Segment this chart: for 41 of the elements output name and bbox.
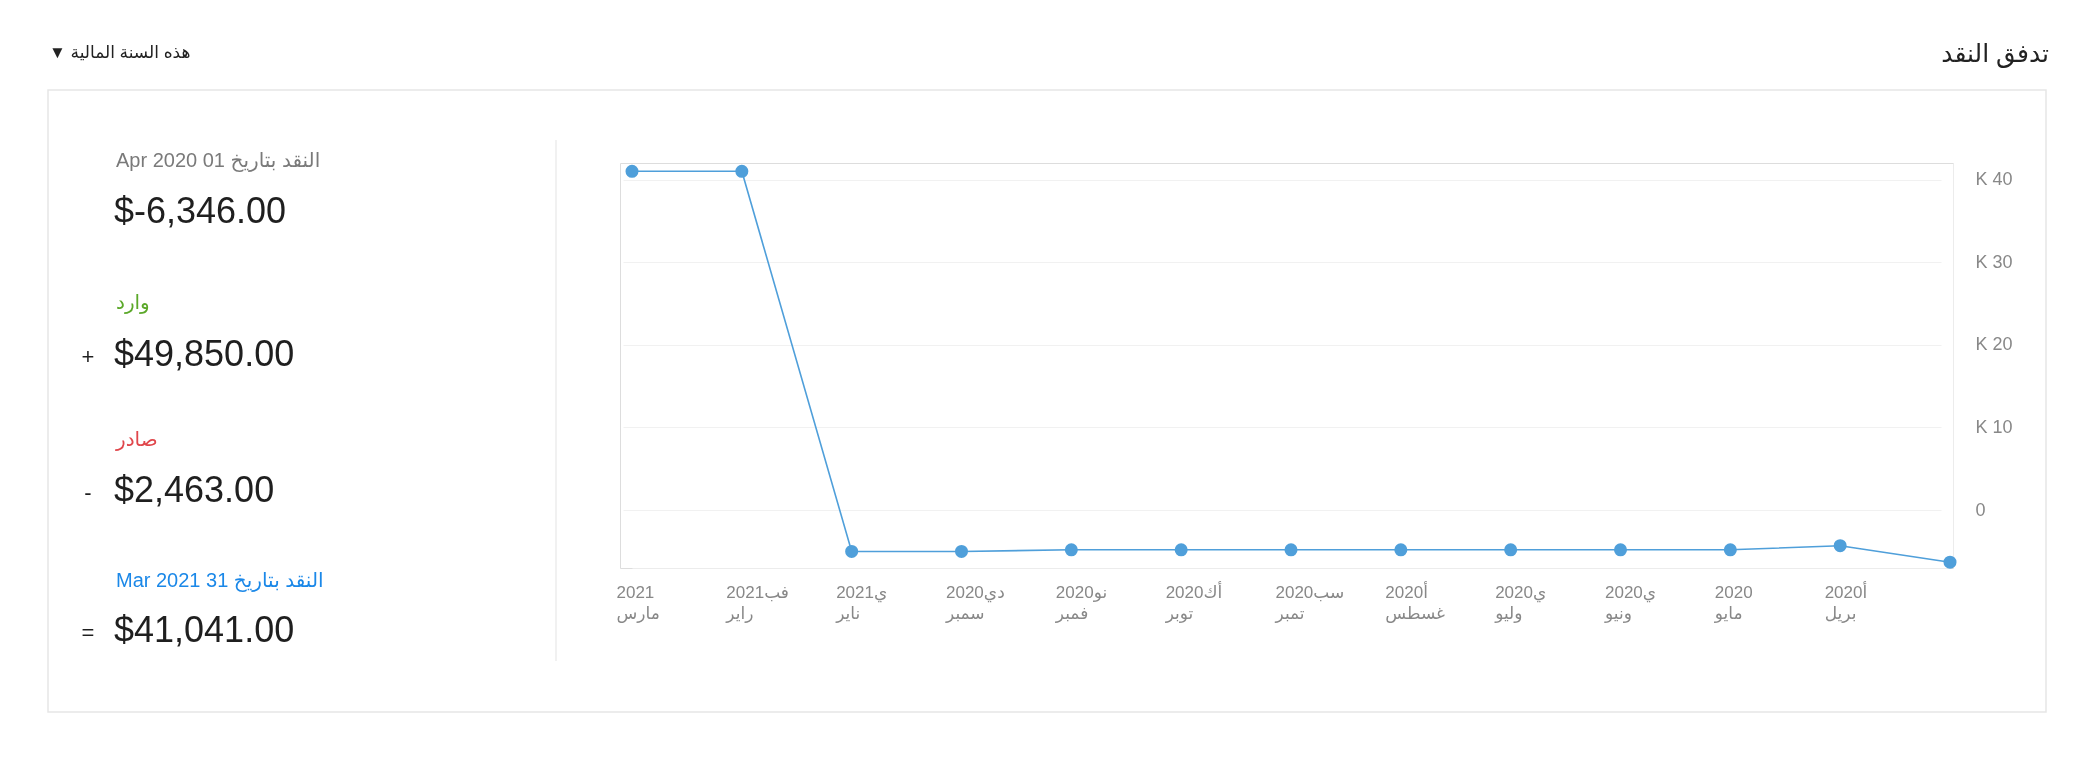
point	[1613, 543, 1628, 557]
x-tick-label: أ2020 بريل	[1824, 580, 1868, 623]
point	[954, 544, 969, 558]
text: $49,850.00	[114, 333, 295, 374]
point	[1723, 543, 1737, 557]
point	[1833, 539, 1847, 553]
point	[1943, 555, 1957, 569]
text: النقد بتاريخ 01 Apr 2020	[116, 149, 321, 172]
x-tick-label: أك2020 توبر	[1164, 580, 1223, 623]
point	[1394, 543, 1408, 557]
x-tick-label: ي2021 ناير	[835, 582, 888, 623]
y-tick-label: 40 K	[1975, 169, 2013, 190]
text: +	[81, 344, 95, 369]
point	[625, 164, 639, 178]
text: =	[81, 620, 95, 645]
x-tick-label: دي2020 سمبر	[945, 582, 1005, 623]
y-tick-label: 0	[1975, 499, 1986, 520]
x-tick-label: فب2021 راير	[725, 582, 789, 623]
text: النقد بتاريخ 31 Mar 2021	[116, 569, 324, 592]
text: $-6,346.00	[114, 190, 287, 231]
text: صادر	[115, 428, 158, 451]
text: هذه السنة المالية ▼	[49, 43, 191, 62]
x-tick-label: ي2020 ونيو	[1604, 582, 1657, 623]
x-tick-label: نو2020 فمبر	[1054, 582, 1108, 623]
text: تدفق النقد	[1941, 39, 2050, 68]
point	[1504, 543, 1518, 557]
text: -	[84, 480, 92, 505]
x-tick-label: أ2020 غسطس	[1385, 580, 1446, 623]
point	[1284, 543, 1298, 557]
text: وارد	[116, 291, 150, 314]
text: $2,463.00	[114, 469, 275, 510]
y-tick-label: 10 K	[1975, 416, 2013, 437]
point	[1174, 543, 1188, 557]
point	[1064, 543, 1078, 557]
y-tick-label: 30 K	[1975, 251, 2013, 272]
x-tick-label: ي2020 وليو	[1494, 582, 1547, 623]
point	[735, 164, 749, 178]
text: $41,041.00	[114, 609, 295, 650]
x-tick-label: سب2020 تمبر	[1274, 582, 1345, 623]
point	[845, 544, 859, 558]
y-tick-label: 20 K	[1975, 334, 2013, 355]
